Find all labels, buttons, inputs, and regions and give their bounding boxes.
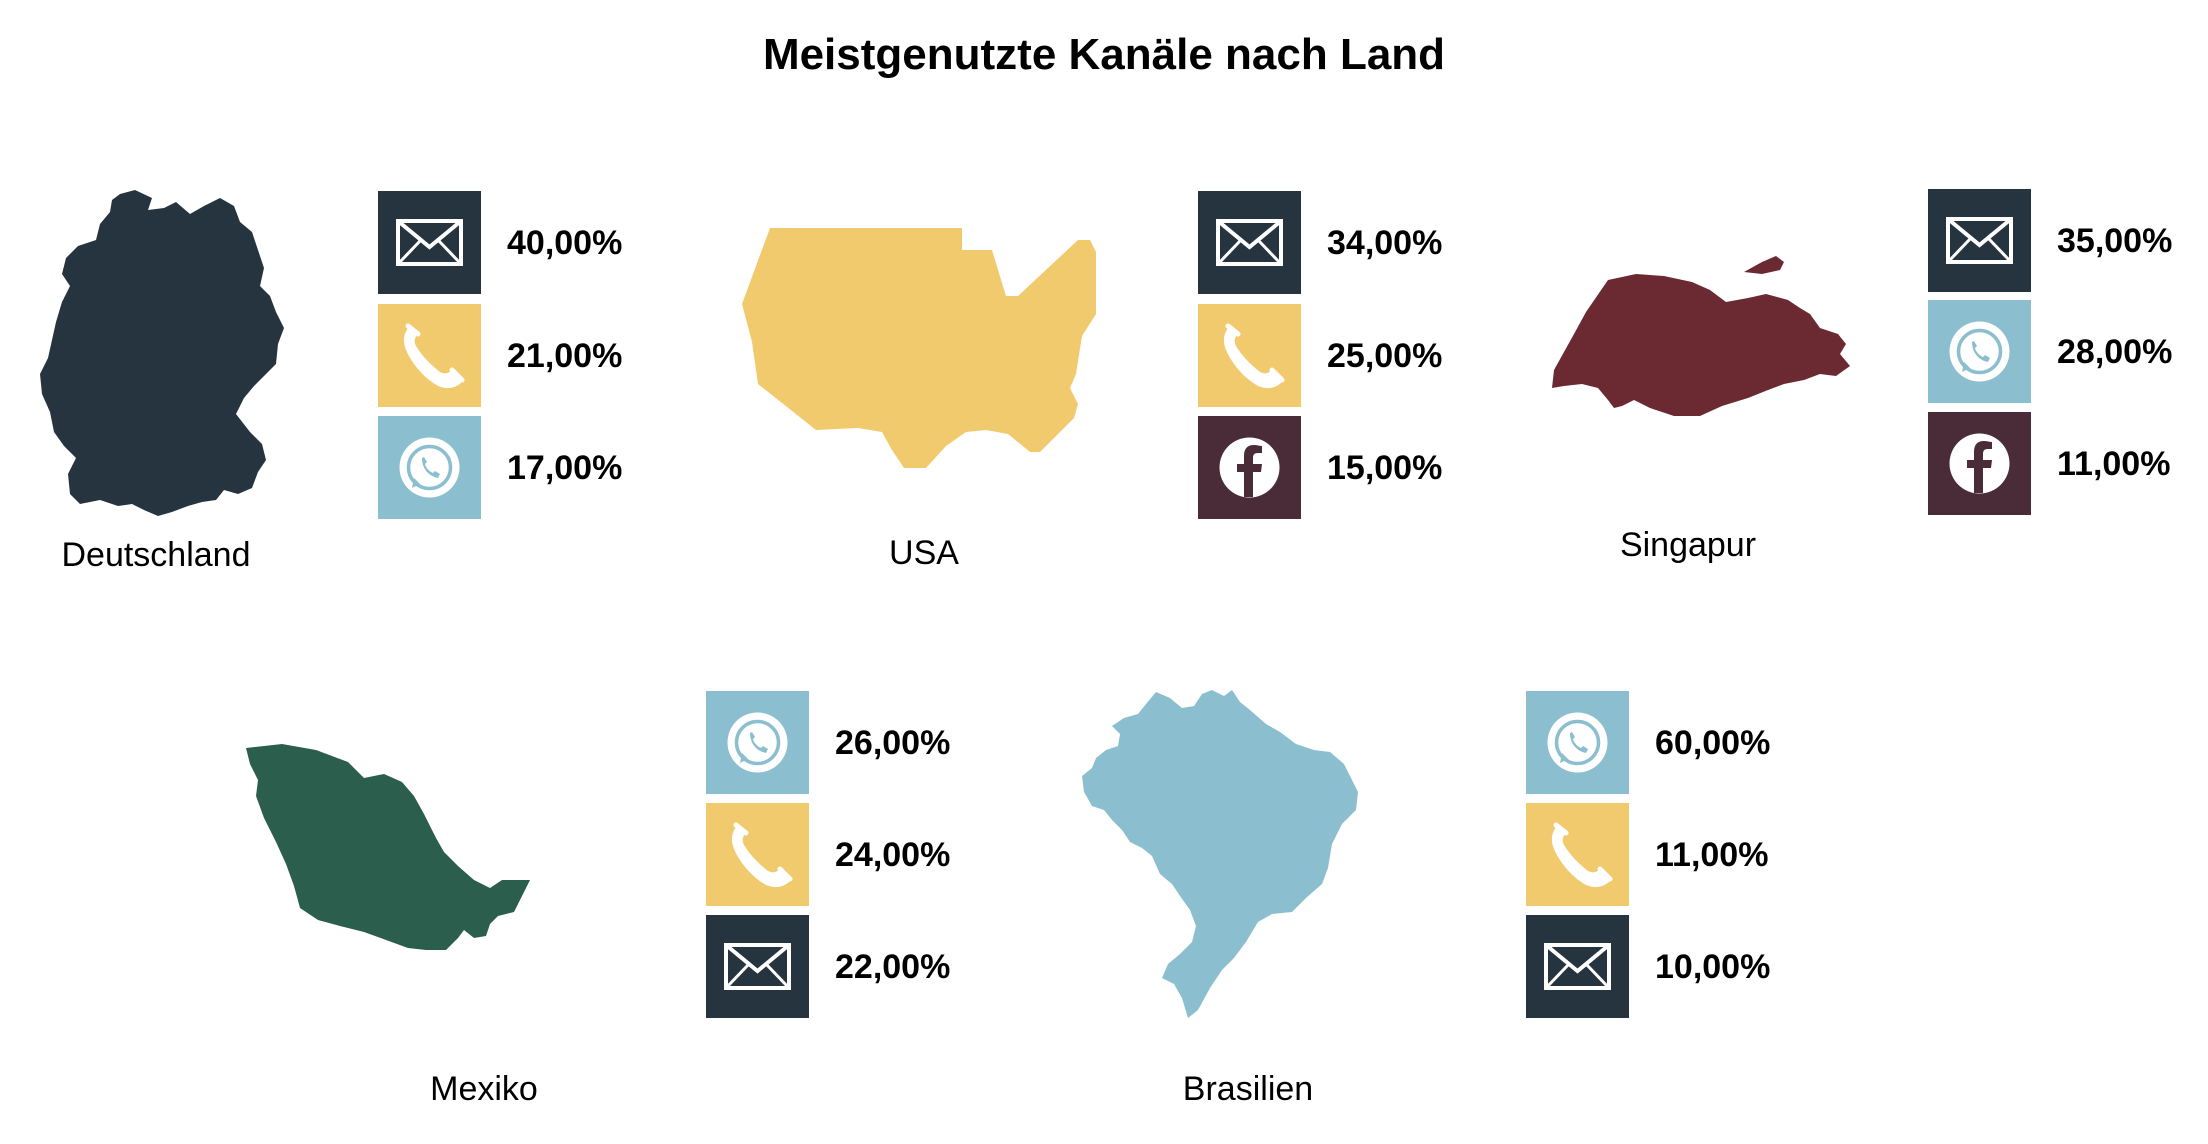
percentage-label: 17,00%	[507, 449, 623, 487]
percentage-label: 60,00%	[1655, 724, 1771, 762]
phone-icon	[403, 323, 465, 389]
percentage-label: 40,00%	[507, 224, 623, 262]
phone-channel-tile	[1526, 803, 1629, 906]
brazil-map-icon	[1082, 688, 1402, 1018]
whatsapp-channel-tile	[706, 691, 809, 794]
whatsapp-channel-tile	[1928, 300, 2031, 403]
whatsapp-icon	[399, 437, 460, 498]
percentage-label: 28,00%	[2057, 333, 2173, 371]
phone-channel-tile	[706, 803, 809, 906]
mail-icon	[1946, 217, 2013, 264]
mail-icon	[1544, 943, 1611, 990]
percentage-label: 11,00%	[1655, 836, 1769, 874]
whatsapp-icon	[727, 712, 788, 773]
phone-channel-tile	[1198, 304, 1301, 407]
facebook-icon	[1949, 433, 2010, 494]
facebook-channel-tile	[1198, 416, 1301, 519]
phone-channel-tile	[378, 304, 481, 407]
percentage-label: 24,00%	[835, 836, 951, 874]
mail-channel-tile	[706, 915, 809, 1018]
singapore-shape	[1552, 256, 1850, 416]
mail-channel-tile	[1198, 191, 1301, 294]
phone-icon	[1551, 822, 1613, 888]
percentage-label: 21,00%	[507, 337, 623, 375]
facebook-channel-tile	[1928, 412, 2031, 515]
usa-shape	[742, 228, 1096, 468]
chart-title: Meistgenutzte Kanäle nach Land	[762, 30, 1446, 79]
percentage-label: 25,00%	[1327, 337, 1443, 375]
country-label: Deutschland	[61, 536, 251, 574]
phone-icon	[1223, 323, 1285, 389]
whatsapp-icon	[1949, 321, 2010, 382]
country-label: USA	[889, 534, 959, 572]
whatsapp-channel-tile	[378, 416, 481, 519]
percentage-label: 35,00%	[2057, 222, 2173, 260]
country-label: Singapur	[1619, 526, 1757, 564]
whatsapp-channel-tile	[1526, 691, 1629, 794]
mail-icon	[396, 219, 463, 266]
mail-icon	[1216, 219, 1283, 266]
mail-channel-tile	[1928, 189, 2031, 292]
germany-map-icon	[40, 188, 300, 518]
mail-channel-tile	[1526, 915, 1629, 1018]
country-label: Brasilien	[1182, 1070, 1314, 1108]
facebook-icon	[1219, 437, 1280, 498]
phone-icon	[731, 822, 793, 888]
country-label: Mexiko	[430, 1070, 538, 1108]
singapore-map-icon	[1552, 248, 1882, 428]
mail-icon	[724, 943, 791, 990]
mexico-map-icon	[246, 740, 616, 980]
mexico-shape	[246, 744, 530, 950]
percentage-label: 11,00%	[2057, 445, 2171, 483]
percentage-label: 26,00%	[835, 724, 951, 762]
percentage-label: 10,00%	[1655, 948, 1771, 986]
mail-channel-tile	[378, 191, 481, 294]
whatsapp-icon	[1547, 712, 1608, 773]
usa-map-icon	[740, 224, 1100, 474]
germany-shape	[40, 190, 284, 516]
percentage-label: 22,00%	[835, 948, 951, 986]
brazil-shape	[1082, 690, 1358, 1018]
percentage-label: 34,00%	[1327, 224, 1443, 262]
percentage-label: 15,00%	[1327, 449, 1443, 487]
